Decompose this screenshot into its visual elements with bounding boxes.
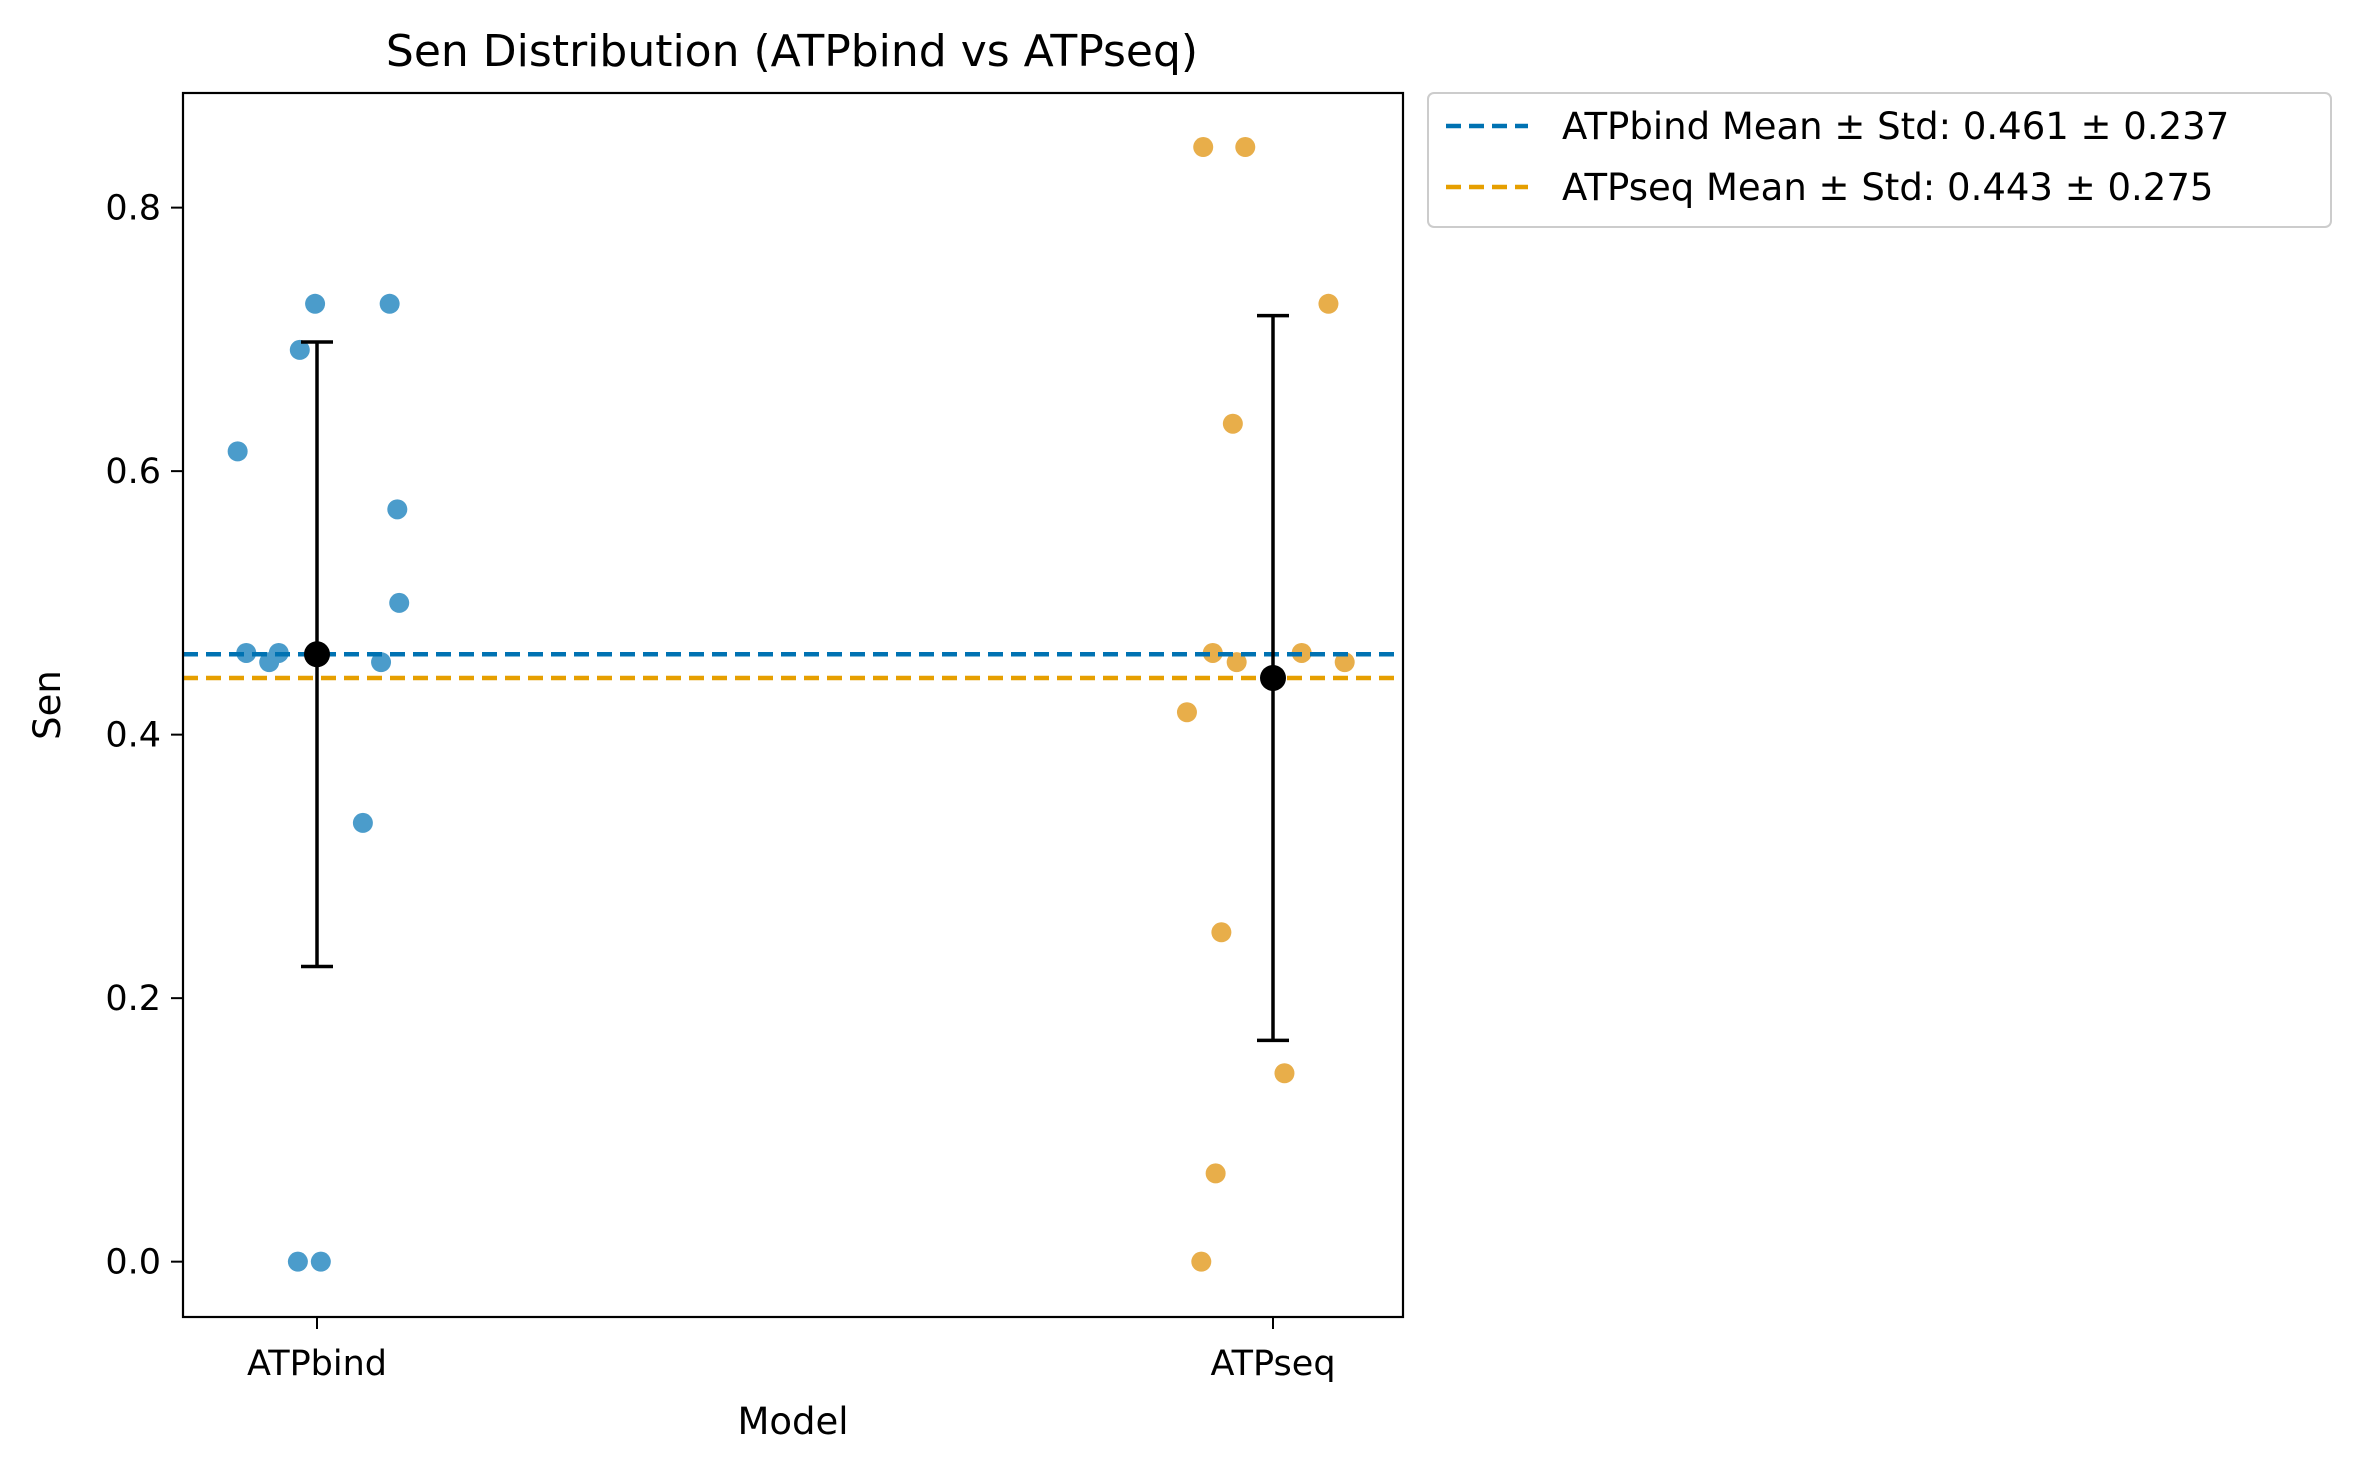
scatter-point-atpbind bbox=[352, 812, 373, 833]
scatter-point-atpseq bbox=[1318, 293, 1339, 314]
scatter-point-atpseq bbox=[1274, 1063, 1295, 1084]
chart-title: Sen Distribution (ATPbind vs ATPseq) bbox=[386, 26, 1198, 77]
y-axis-label: Sen bbox=[26, 670, 69, 740]
scatter-point-atpbind bbox=[310, 1251, 331, 1272]
scatter-point-atpseq bbox=[1205, 1163, 1226, 1184]
scatter-point-atpseq bbox=[1176, 702, 1197, 723]
y-tick-label: 0.4 bbox=[105, 716, 161, 756]
scatter-point-atpseq bbox=[1222, 413, 1243, 434]
plot-layer bbox=[183, 137, 1403, 1272]
x-tick-label: ATPbind bbox=[247, 1344, 387, 1384]
scatter-point-atpbind bbox=[236, 642, 257, 663]
scatter-point-atpseq bbox=[1211, 922, 1232, 943]
scatter-point-atpbind bbox=[389, 592, 410, 613]
x-axis-label: Model bbox=[737, 1400, 848, 1443]
scatter-point-atpseq bbox=[1226, 652, 1247, 673]
scatter-point-atpseq bbox=[1202, 642, 1223, 663]
scatter-point-atpseq bbox=[1191, 1251, 1212, 1272]
y-tick-label: 0.0 bbox=[105, 1243, 161, 1283]
legend-text-atpbind: ATPbind Mean ± Std: 0.461 ± 0.237 bbox=[1562, 105, 2229, 148]
x-tick-label: ATPseq bbox=[1210, 1344, 1335, 1384]
scatter-point-atpbind bbox=[287, 1251, 308, 1272]
y-tick-label: 0.6 bbox=[105, 452, 161, 492]
scatter-point-atpseq bbox=[1235, 137, 1256, 158]
mean-marker-atpseq bbox=[1260, 664, 1286, 691]
scatter-point-atpseq bbox=[1193, 137, 1214, 158]
y-tick-label: 0.8 bbox=[105, 189, 161, 229]
scatter-point-atpbind bbox=[387, 499, 408, 520]
legend-text-atpseq: ATPseq Mean ± Std: 0.443 ± 0.275 bbox=[1562, 166, 2213, 209]
scatter-point-atpseq bbox=[1334, 652, 1355, 673]
legend: ATPbind Mean ± Std: 0.461 ± 0.237 ATPseq… bbox=[1427, 92, 2332, 228]
y-tick-label: 0.2 bbox=[105, 979, 161, 1019]
legend-box bbox=[1427, 92, 2332, 228]
mean-marker-atpbind bbox=[304, 641, 330, 668]
scatter-point-atpbind bbox=[227, 441, 248, 462]
scatter-point-atpbind bbox=[289, 339, 310, 360]
scatter-point-atpbind bbox=[305, 293, 326, 314]
axis-layer: 0.0 0.2 0.4 0.6 0.8 ATPbind ATPseq bbox=[105, 189, 1335, 1384]
plot-frame bbox=[181, 91, 1405, 1319]
scatter-point-atpbind bbox=[379, 293, 400, 314]
scatter-point-atpbind bbox=[371, 652, 392, 673]
